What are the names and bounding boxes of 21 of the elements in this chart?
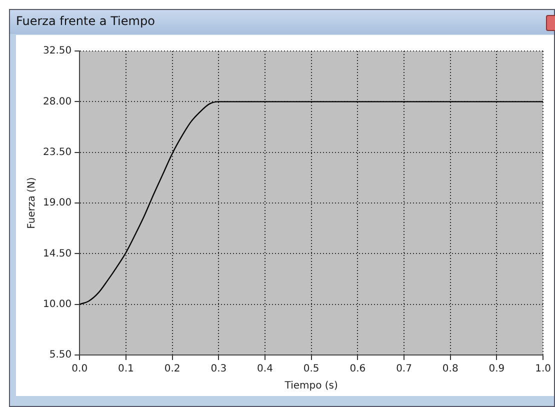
x-tick-label: 0.8 xyxy=(442,364,458,375)
x-tick-label: 0.3 xyxy=(210,364,227,375)
x-tick-label: 0.6 xyxy=(350,364,366,375)
y-tick-label: 14.50 xyxy=(42,248,72,260)
y-tick-label: 32.50 xyxy=(42,46,72,57)
x-tick-label: 0.9 xyxy=(488,364,505,375)
y-tick-label: 10.00 xyxy=(42,298,72,310)
x-tick-label: 0.4 xyxy=(257,364,273,375)
x-tick-label: 0.2 xyxy=(164,364,180,375)
y-tick-label: 28.00 xyxy=(42,96,72,108)
y-tick-label: 23.50 xyxy=(42,146,72,158)
y-tick-label: 19.00 xyxy=(42,198,72,209)
x-tick-label: 0.5 xyxy=(303,364,320,375)
x-tick-label: 1.0 xyxy=(535,364,551,375)
x-tick-label: 0.0 xyxy=(72,364,88,375)
x-tick-label: 0.1 xyxy=(118,364,134,375)
x-axis-title: Tiempo (s) xyxy=(284,380,338,392)
y-tick-label: 5.50 xyxy=(49,350,72,361)
x-tick-label: 0.7 xyxy=(396,364,412,375)
y-axis-title: Fuerza (N) xyxy=(26,177,38,229)
chart-title: Fuerza frente a Tiempo xyxy=(16,14,155,28)
